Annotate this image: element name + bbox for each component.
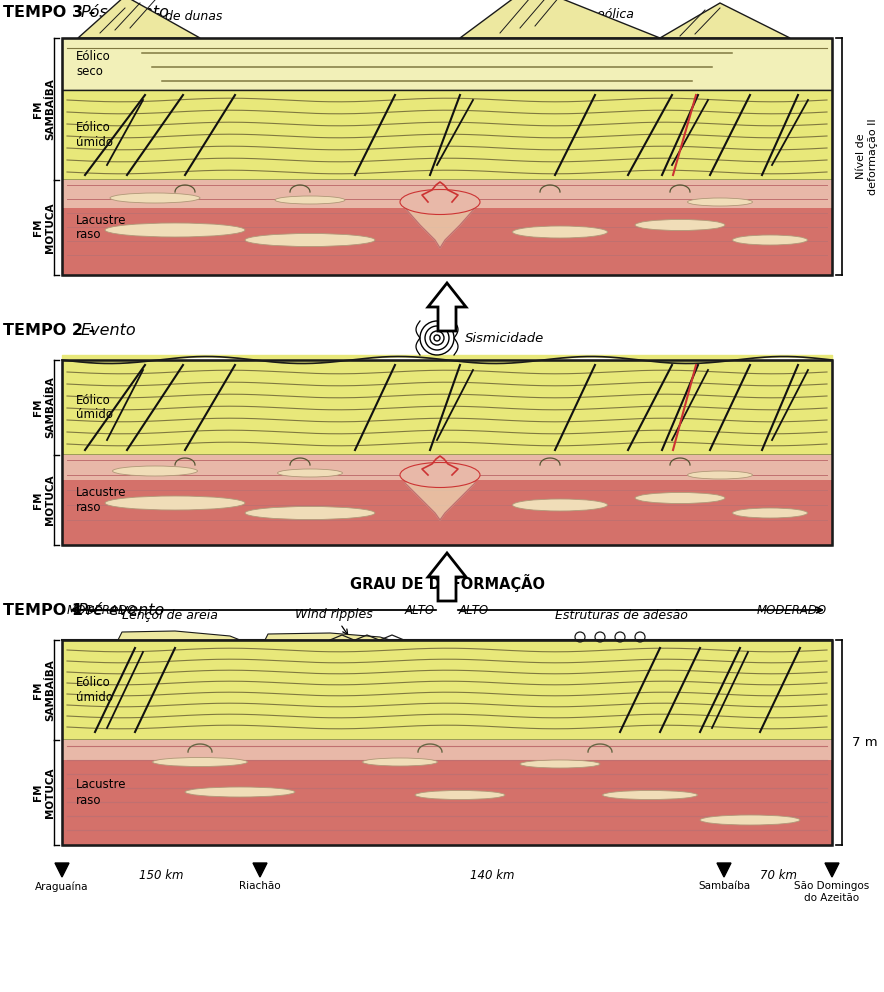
Ellipse shape — [185, 787, 295, 797]
Ellipse shape — [688, 471, 752, 479]
Text: Estruturas de adesão: Estruturas de adesão — [555, 609, 688, 622]
Ellipse shape — [105, 223, 245, 237]
Ellipse shape — [700, 815, 800, 825]
Bar — [62, 455, 832, 480]
Polygon shape — [55, 863, 69, 877]
Ellipse shape — [635, 492, 725, 504]
Ellipse shape — [733, 508, 807, 518]
Ellipse shape — [400, 189, 480, 214]
Polygon shape — [405, 208, 475, 248]
Ellipse shape — [513, 226, 607, 238]
Bar — [62, 90, 832, 180]
Ellipse shape — [362, 758, 438, 766]
Bar — [62, 180, 832, 275]
Polygon shape — [253, 863, 267, 877]
Ellipse shape — [245, 507, 375, 520]
Polygon shape — [405, 483, 475, 520]
Polygon shape — [78, 0, 200, 38]
Ellipse shape — [513, 499, 607, 511]
Text: ALTO: ALTO — [405, 603, 435, 616]
Text: Lacustre
raso: Lacustre raso — [76, 779, 126, 806]
Text: TEMPO 2 -: TEMPO 2 - — [3, 323, 101, 338]
Ellipse shape — [278, 469, 342, 477]
Text: FM
SAMBAÍBA: FM SAMBAÍBA — [34, 659, 55, 721]
Text: Lacustre
raso: Lacustre raso — [76, 486, 126, 514]
Text: 140 km: 140 km — [469, 869, 514, 882]
Polygon shape — [428, 283, 466, 331]
Polygon shape — [265, 633, 390, 640]
Text: Wind ripples: Wind ripples — [295, 608, 373, 635]
Bar — [62, 38, 832, 90]
Ellipse shape — [112, 466, 197, 476]
Text: Sismicidade: Sismicidade — [465, 331, 545, 344]
Bar — [62, 740, 832, 760]
Ellipse shape — [245, 233, 375, 246]
Text: ALTO: ALTO — [459, 603, 489, 616]
Text: Campo de dunas: Campo de dunas — [117, 10, 223, 23]
Ellipse shape — [520, 760, 600, 768]
Ellipse shape — [105, 496, 245, 510]
Bar — [62, 740, 832, 845]
Text: Duna eólica: Duna eólica — [560, 8, 634, 33]
Ellipse shape — [688, 198, 752, 206]
Text: Eólico
úmido: Eólico úmido — [76, 121, 113, 149]
Ellipse shape — [415, 791, 505, 800]
Ellipse shape — [733, 235, 807, 245]
Polygon shape — [428, 553, 466, 601]
Bar — [62, 640, 832, 740]
Text: FM
MOTUCA: FM MOTUCA — [34, 767, 55, 817]
Text: Nível de
deformação II: Nível de deformação II — [856, 118, 878, 194]
Bar — [62, 455, 832, 545]
Polygon shape — [460, 0, 790, 38]
Ellipse shape — [110, 193, 200, 203]
Ellipse shape — [603, 791, 697, 800]
Text: FM
SAMBAÍBA: FM SAMBAÍBA — [34, 377, 55, 438]
Bar — [62, 38, 832, 275]
Bar — [62, 180, 832, 208]
Text: Eólico
seco: Eólico seco — [76, 50, 110, 78]
Text: 7 m: 7 m — [852, 736, 878, 749]
Text: MODERADO: MODERADO — [67, 603, 137, 616]
Text: TEMPO 1 -: TEMPO 1 - — [3, 603, 101, 618]
Ellipse shape — [275, 196, 345, 204]
Text: Pós-evento: Pós-evento — [81, 5, 170, 20]
Text: Sambaíba: Sambaíba — [698, 881, 750, 891]
Ellipse shape — [635, 219, 725, 230]
Text: TEMPO 3 -: TEMPO 3 - — [3, 5, 101, 20]
Text: Lençol de areia: Lençol de areia — [122, 609, 217, 622]
Text: GRAU DE DEFORMAÇÃO: GRAU DE DEFORMAÇÃO — [349, 574, 545, 592]
Text: FM
MOTUCA: FM MOTUCA — [34, 475, 55, 525]
Polygon shape — [717, 863, 731, 877]
Text: Evento: Evento — [81, 323, 137, 338]
Ellipse shape — [153, 758, 248, 767]
Text: Pré-evento: Pré-evento — [78, 603, 165, 618]
Text: Riachão: Riachão — [240, 881, 281, 891]
Bar — [62, 360, 832, 545]
Text: FM
SAMBAÍBA: FM SAMBAÍBA — [34, 78, 55, 140]
Text: Araguaína: Araguaína — [35, 881, 88, 892]
Bar — [62, 640, 832, 845]
Polygon shape — [825, 863, 839, 877]
Text: MODERADO: MODERADO — [757, 603, 827, 616]
Ellipse shape — [400, 462, 480, 487]
Text: Eólico
úmido: Eólico úmido — [76, 676, 113, 704]
Text: FM
MOTUCA: FM MOTUCA — [34, 202, 55, 253]
Text: São Domingos
do Azeitão: São Domingos do Azeitão — [795, 881, 870, 903]
Polygon shape — [118, 631, 240, 640]
Text: 70 km: 70 km — [759, 869, 796, 882]
Text: Lacustre
raso: Lacustre raso — [76, 213, 126, 241]
Text: 150 km: 150 km — [139, 869, 183, 882]
Text: Eólico
úmido: Eólico úmido — [76, 394, 113, 422]
Bar — [62, 360, 832, 455]
